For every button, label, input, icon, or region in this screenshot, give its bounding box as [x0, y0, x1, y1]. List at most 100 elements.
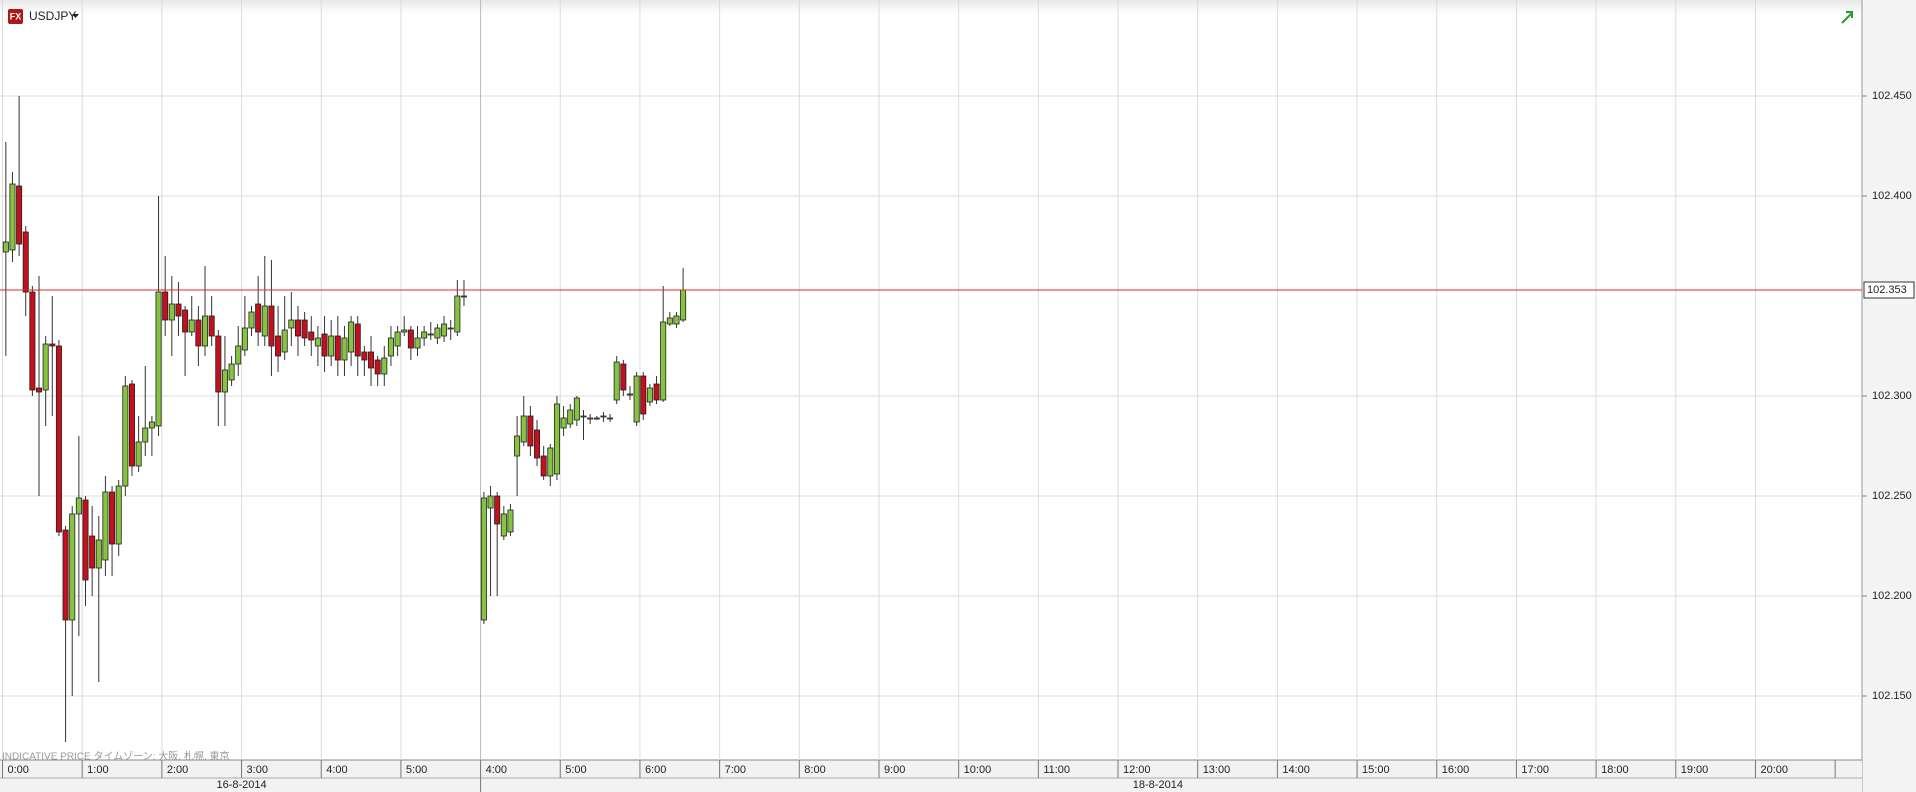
candle-body	[673, 315, 680, 325]
candle-body	[626, 393, 633, 396]
x-tick-label: 8:00	[804, 764, 825, 776]
y-tick-label: 102.400	[1872, 190, 1912, 202]
candle-body	[520, 415, 527, 443]
y-axis-area	[1862, 0, 1916, 792]
candle-body	[361, 351, 368, 361]
x-tick-label: 16:00	[1442, 764, 1470, 776]
y-tick-label: 102.200	[1872, 590, 1912, 602]
x-tick-label: 12:00	[1123, 764, 1151, 776]
x-tick-label: 20:00	[1760, 764, 1788, 776]
candle-body	[22, 231, 29, 293]
candle-body	[680, 289, 687, 321]
candle-body	[215, 335, 222, 393]
candle-body	[255, 303, 262, 333]
x-tick-label: 13:00	[1203, 764, 1231, 776]
candle-body	[454, 295, 461, 333]
candle-body	[527, 415, 534, 447]
y-tick-label: 102.250	[1872, 490, 1912, 502]
candle-body	[248, 311, 255, 329]
candle-body	[275, 335, 282, 357]
symbol-dropdown[interactable]	[72, 14, 79, 18]
candle-body	[182, 309, 189, 333]
candle-body	[341, 337, 348, 361]
candle-body	[620, 363, 627, 391]
candle-body	[567, 409, 574, 425]
candle-body	[195, 319, 202, 347]
x-tick-label: 5:00	[406, 764, 427, 776]
candle-body	[102, 491, 109, 561]
overlay: 102.150 102.200 102.250 102.300 102.400 102.4…	[0, 90, 1915, 792]
candle-body	[268, 305, 275, 347]
candle-body	[660, 321, 667, 401]
x-axis-area	[0, 760, 1862, 792]
x-tick-label: 14:00	[1282, 764, 1310, 776]
candle-body	[168, 303, 175, 321]
candle-body	[434, 327, 441, 339]
candle-body	[42, 343, 49, 391]
x-tick-label: 17:00	[1521, 764, 1549, 776]
candle-body	[607, 417, 614, 420]
y-tick-label: 102.300	[1872, 390, 1912, 402]
candle-body	[328, 335, 335, 357]
candle-body	[487, 495, 494, 509]
candle-body	[294, 319, 301, 337]
candle-body	[666, 317, 673, 325]
candle-body	[587, 417, 594, 420]
candle-body	[460, 295, 467, 298]
candle-body	[188, 319, 195, 333]
candle-body	[308, 331, 315, 341]
candle-body	[553, 403, 560, 475]
x-tick-label: 4:00	[486, 764, 507, 776]
header-band	[0, 0, 1862, 14]
candle-body	[334, 335, 341, 361]
y-tick-label: 102.450	[1872, 90, 1912, 102]
candle-body	[49, 343, 56, 347]
candle-body	[95, 539, 102, 569]
date-label: 16-8-2014	[216, 779, 266, 791]
candle-body	[407, 329, 414, 349]
plot-area	[0, 0, 1862, 760]
candle-body	[208, 315, 215, 337]
x-tick-label: 6:00	[645, 764, 666, 776]
candle-body	[593, 417, 600, 420]
candle-body	[314, 337, 321, 347]
candle-body	[441, 323, 448, 337]
candle-body	[600, 415, 607, 418]
candle-body	[135, 441, 142, 467]
candle-body	[148, 421, 155, 429]
candle-body	[162, 291, 169, 321]
footer-note: INDICATIVE PRICE タイムゾーン: 大阪, 札幌, 東京	[2, 750, 229, 763]
candle-body	[348, 321, 355, 353]
date-label: 18-8-2014	[1133, 779, 1183, 791]
candle-body	[89, 535, 96, 569]
candle-body	[321, 333, 328, 357]
candle-body	[447, 327, 454, 330]
candle-body	[82, 499, 89, 581]
candle-body	[115, 485, 122, 545]
candle-body	[62, 529, 69, 621]
x-tick-label: 19:00	[1681, 764, 1709, 776]
candle-body	[241, 327, 248, 351]
x-tick-label: 11:00	[1043, 764, 1070, 776]
x-tick-label: 15:00	[1362, 764, 1390, 776]
candle-body	[580, 415, 587, 418]
candle-body	[560, 417, 567, 429]
candle-body	[235, 345, 242, 365]
symbol[interactable]: USDJPY	[29, 9, 76, 23]
candle-body	[534, 429, 541, 459]
x-tick-label: 9:00	[884, 764, 905, 776]
candle-body	[36, 387, 43, 393]
candle-body	[301, 319, 308, 339]
candle-body	[155, 291, 162, 427]
candle-body	[401, 329, 408, 333]
x-tick-label: 2:00	[167, 764, 188, 776]
x-tick-label: 0:00	[8, 764, 29, 776]
x-tick-label: 18:00	[1601, 764, 1629, 776]
candle-body	[633, 375, 640, 423]
x-tick-label: 5:00	[565, 764, 586, 776]
candle-body	[387, 337, 394, 357]
expand-icon[interactable]	[1841, 11, 1853, 24]
candle-body	[288, 319, 295, 329]
candle-body	[261, 305, 268, 337]
